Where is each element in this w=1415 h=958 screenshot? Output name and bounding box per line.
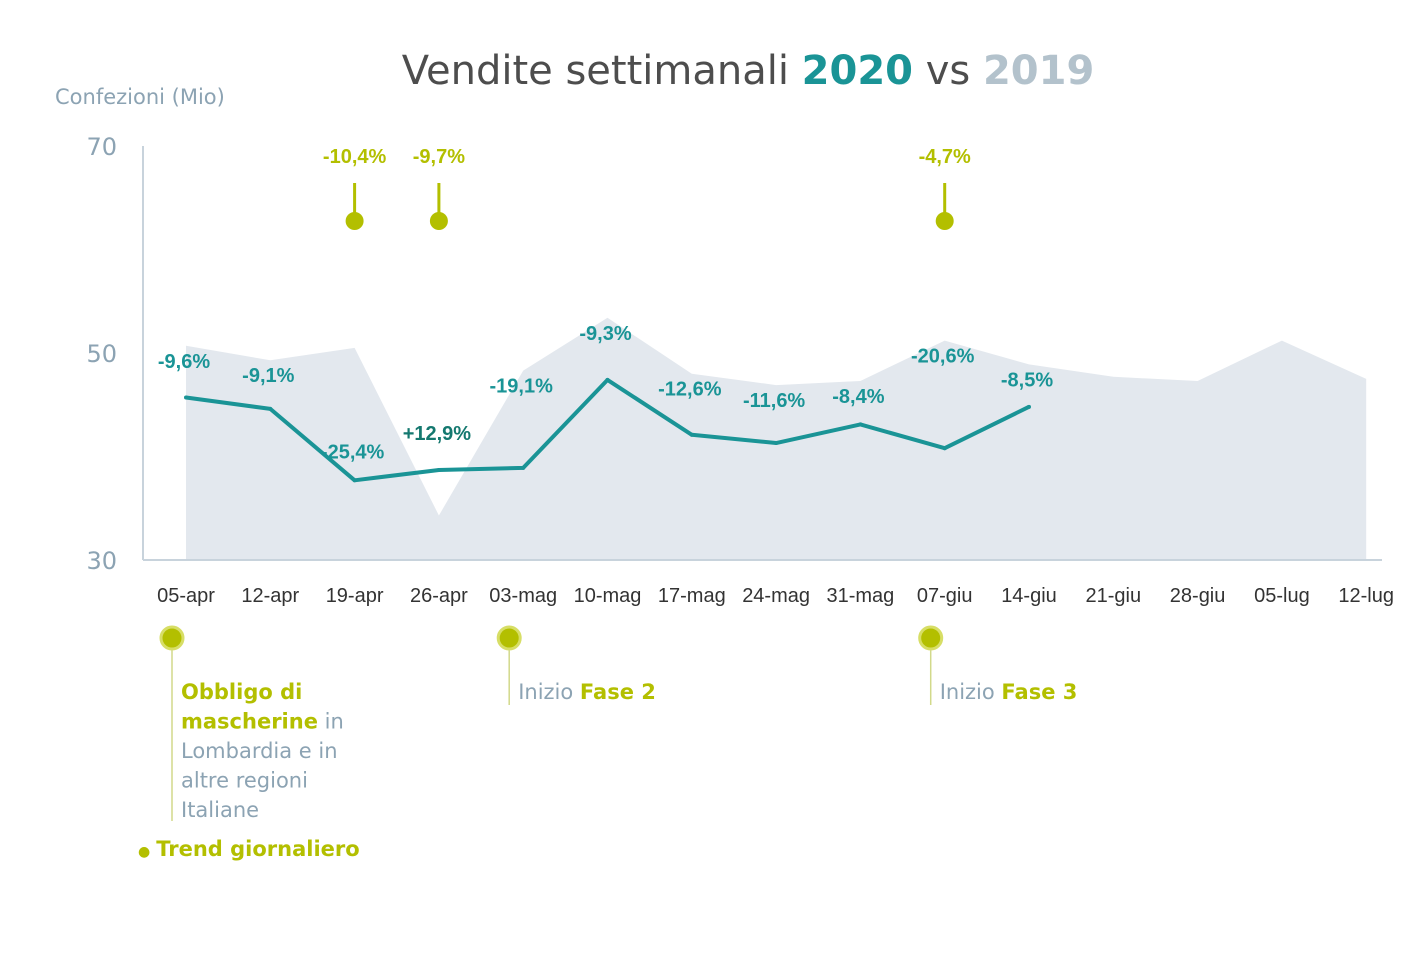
event-annotations: Obbligo di mascherine in Lombardia e in alt… bbox=[159, 625, 1078, 822]
x-tick-label: 26-apr bbox=[410, 585, 468, 607]
trend-dot bbox=[429, 212, 448, 230]
x-tick-label: 05-lug bbox=[1254, 585, 1310, 607]
data-label-2020: -9,6% bbox=[158, 351, 210, 373]
chart-title: Vendite settimanali 2020 vs 2019 bbox=[402, 48, 1095, 94]
data-labels: -9,6%-9,1%-25,4%+12,9%-19,1%-9,3%-12,6%-… bbox=[158, 323, 1053, 463]
x-tick-label: 12-apr bbox=[241, 585, 299, 607]
x-tick-label: 14-giu bbox=[1001, 585, 1057, 607]
x-tick-label: 03-mag bbox=[489, 585, 557, 607]
event-annotation-line: Inizio Fase 2 bbox=[518, 680, 656, 704]
point-2020 bbox=[942, 446, 947, 451]
data-label-2020: -8,5% bbox=[1001, 369, 1053, 391]
event-annotation-line: altre regioni bbox=[181, 769, 308, 793]
event-annotation-line: mascherine in bbox=[181, 710, 344, 734]
legend-dot-icon: ● bbox=[138, 844, 150, 860]
data-label-2020: -20,6% bbox=[911, 346, 975, 368]
trend-dot bbox=[935, 212, 954, 230]
y-tick-label: 70 bbox=[86, 133, 117, 161]
event-dot bbox=[918, 625, 944, 651]
y-axis-label: Confezioni (Mio) bbox=[55, 85, 225, 109]
data-label-2020: -11,6% bbox=[743, 390, 805, 412]
legend-label: Trend giornaliero bbox=[156, 837, 359, 861]
point-2020 bbox=[436, 467, 441, 472]
trend-label: -4,7% bbox=[919, 146, 971, 168]
event-dot bbox=[496, 625, 522, 651]
event-dot bbox=[159, 625, 185, 651]
point-2020 bbox=[858, 422, 863, 427]
area-2019 bbox=[186, 317, 1367, 560]
legend: ● Trend giornaliero bbox=[138, 837, 360, 861]
point-2020 bbox=[268, 406, 273, 411]
x-tick-label: 19-apr bbox=[326, 585, 384, 607]
y-tick-label: 30 bbox=[86, 547, 117, 575]
point-2020 bbox=[605, 377, 610, 382]
x-tick-label: 17-mag bbox=[658, 585, 726, 607]
event-annotation-line: Lombardia e in bbox=[181, 739, 338, 763]
point-2020 bbox=[774, 441, 779, 446]
data-label-2020: -9,1% bbox=[242, 365, 294, 387]
x-tick-label: 10-mag bbox=[574, 585, 642, 607]
trend-dot bbox=[345, 212, 364, 230]
event-annotation-line: Inizio Fase 3 bbox=[940, 680, 1078, 704]
x-tick-label: 28-giu bbox=[1170, 585, 1226, 607]
x-tick-label: 12-lug bbox=[1338, 585, 1394, 607]
data-label-2020: -19,1% bbox=[490, 376, 554, 398]
trend-label: -10,4% bbox=[323, 146, 387, 168]
data-label-2020: -8,4% bbox=[832, 386, 884, 408]
axes: 30 50 70 05-apr 12-apr 19-apr 26-apr 03-mag 10-m… bbox=[86, 133, 1394, 607]
trend-label: -9,7% bbox=[413, 146, 465, 168]
x-tick-label: 21-giu bbox=[1085, 585, 1141, 607]
x-tick-label: 24-mag bbox=[742, 585, 810, 607]
point-2020 bbox=[352, 478, 357, 483]
y-tick-label: 50 bbox=[86, 340, 117, 368]
x-tick-label: 31-mag bbox=[826, 585, 894, 607]
x-tick-label: 05-apr bbox=[157, 585, 215, 607]
point-2020 bbox=[521, 465, 526, 470]
series-2020-line bbox=[184, 377, 1031, 483]
point-2020 bbox=[689, 432, 694, 437]
data-label-2020: -12,6% bbox=[658, 379, 722, 401]
event-annotation-line: Obbligo di bbox=[181, 680, 302, 704]
point-2020 bbox=[184, 395, 188, 400]
point-2020 bbox=[1027, 404, 1031, 409]
data-label-2020: -9,3% bbox=[579, 323, 631, 345]
series-2019-area bbox=[186, 317, 1367, 560]
event-annotation-line: Italiane bbox=[181, 798, 259, 822]
svg-text:●Trend giornaliero: ● Trend giornaliero bbox=[138, 837, 360, 861]
x-tick-label: 07-giu bbox=[917, 585, 973, 607]
data-label-2020: -25,4% bbox=[321, 441, 385, 463]
data-label-2020: +12,9% bbox=[403, 423, 472, 445]
daily-trend-markers: -10,4% -9,7% -4,7% bbox=[323, 146, 971, 230]
